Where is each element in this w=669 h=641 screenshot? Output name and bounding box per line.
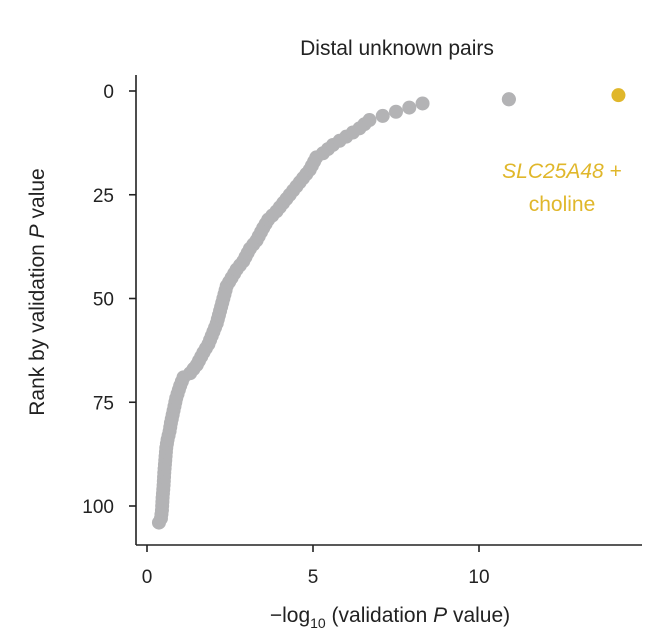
x-axis-label: −log10 (validation P value) [270,604,510,631]
x-tick-label: 10 [468,567,489,588]
x-axis-label-prefix: −log [270,604,310,627]
chart-title: Distal unknown pairs [300,37,494,60]
highlight-label-gene: SLC25A48 [502,160,604,183]
highlight-label-plus: + [604,160,622,183]
y-tick-label: 0 [103,82,114,103]
axes [135,75,642,546]
highlight-point [611,88,626,103]
y-tick-label: 75 [93,393,114,414]
data-point [501,92,516,107]
data-point [389,104,403,119]
y-axis-label-italic: P [26,224,49,238]
highlight-label-line1: SLC25A48 + [502,160,622,183]
x-axis-label-subscript: 10 [310,615,326,631]
data-point [375,108,390,123]
y-tick-label: 100 [82,497,114,518]
y-tick-label: 50 [93,290,114,311]
highlight-annotation: SLC25A48 + choline [502,160,622,216]
y-axis-label-suffix: value [26,168,49,224]
y-tick-label: 25 [93,186,114,207]
x-axis-label-italic: P [433,604,447,627]
x-tick-label: 5 [308,567,319,588]
y-axis-label: Rank by validation P value [26,168,49,416]
highlight-label-line2: choline [529,193,596,216]
data-points [151,88,626,530]
y-axis-label-prefix: Rank by validation [26,238,49,415]
data-point [415,96,430,111]
x-axis-label-mid: (validation [326,604,433,627]
data-point [402,100,417,115]
x-tick-label: 0 [142,567,153,588]
x-axis-label-suffix: value) [447,604,510,627]
data-point [362,113,377,128]
